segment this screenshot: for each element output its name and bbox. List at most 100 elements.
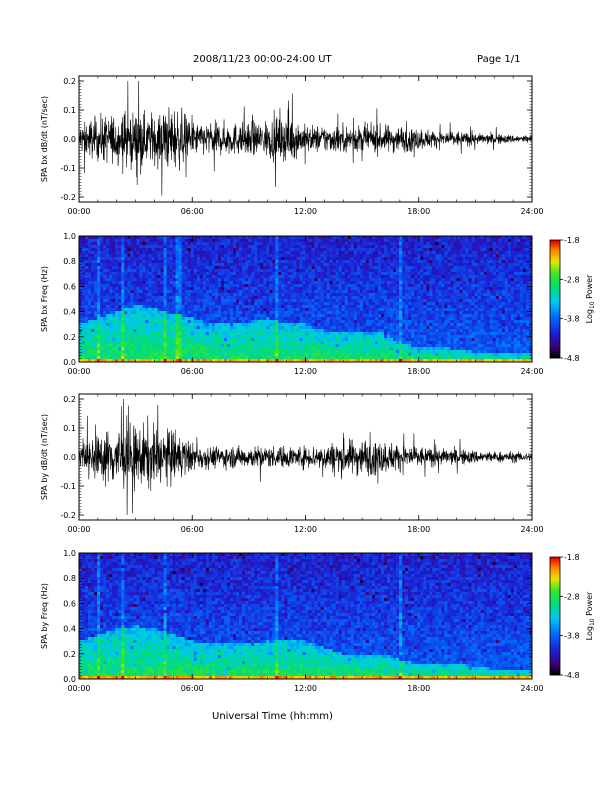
heatmap-cell bbox=[220, 314, 225, 318]
heatmap-cell bbox=[350, 272, 355, 276]
heatmap-cell bbox=[266, 317, 270, 321]
heatmap-cell bbox=[329, 344, 333, 348]
heatmap-cell bbox=[296, 239, 300, 243]
heatmap-cell bbox=[314, 320, 318, 324]
heatmap-cell bbox=[332, 257, 336, 261]
heatmap-cell bbox=[417, 299, 421, 303]
heatmap-cell bbox=[317, 344, 321, 348]
heatmap-cell bbox=[405, 308, 409, 312]
heatmap-cell bbox=[254, 278, 258, 282]
heatmap-cell bbox=[85, 347, 89, 351]
heatmap-cell bbox=[172, 359, 176, 363]
heatmap-cell bbox=[396, 254, 400, 258]
heatmap-cell bbox=[145, 314, 149, 318]
heatmap-cell bbox=[414, 326, 418, 330]
heatmap-cell bbox=[169, 245, 173, 249]
heatmap-cell bbox=[175, 311, 179, 315]
heatmap-cell bbox=[157, 254, 161, 258]
heatmap-cell bbox=[223, 305, 228, 309]
heatmap-cell bbox=[97, 293, 101, 297]
heatmap-cell bbox=[202, 275, 207, 279]
heatmap-cell bbox=[390, 308, 394, 312]
heatmap-cell bbox=[233, 317, 237, 321]
heatmap-cell bbox=[374, 356, 379, 360]
heatmap-cell bbox=[226, 302, 231, 306]
heatmap-cell bbox=[220, 272, 225, 276]
heatmap-cell bbox=[208, 323, 213, 327]
heatmap-cell bbox=[230, 248, 234, 252]
heatmap-cell bbox=[239, 263, 243, 267]
heatmap-cell bbox=[118, 248, 122, 252]
heatmap-cell bbox=[350, 308, 355, 312]
heatmap-cell bbox=[263, 242, 267, 246]
heatmap-cell bbox=[377, 293, 382, 297]
heatmap-cell bbox=[368, 245, 373, 249]
heatmap-cell bbox=[178, 245, 182, 249]
heatmap-cell bbox=[199, 278, 204, 282]
heatmap-cell bbox=[356, 269, 361, 273]
heatmap-cell bbox=[411, 341, 415, 345]
heatmap-cell bbox=[299, 281, 303, 285]
heatmap-cell bbox=[266, 329, 270, 333]
heatmap-cell bbox=[196, 272, 201, 276]
heatmap-cell bbox=[91, 284, 95, 288]
heatmap-cell bbox=[257, 290, 261, 294]
heatmap-cell bbox=[82, 320, 86, 324]
heatmap-cell bbox=[272, 260, 276, 264]
heatmap-cell bbox=[181, 260, 185, 264]
heatmap-cell bbox=[254, 293, 258, 297]
heatmap-cell bbox=[423, 335, 427, 339]
heatmap-cell bbox=[239, 356, 243, 360]
heatmap-cell bbox=[151, 284, 155, 288]
heatmap-cell bbox=[420, 281, 424, 285]
heatmap-cell bbox=[269, 317, 273, 321]
heatmap-cell bbox=[332, 266, 336, 270]
heatmap-cell bbox=[308, 359, 312, 363]
heatmap-cell bbox=[130, 308, 134, 312]
heatmap-cell bbox=[94, 287, 98, 291]
heatmap-cell bbox=[374, 317, 379, 321]
heatmap-cell bbox=[362, 236, 367, 240]
heatmap-cell bbox=[199, 320, 204, 324]
heatmap-cell bbox=[272, 338, 276, 342]
heatmap-cell bbox=[384, 254, 388, 258]
heatmap-cell bbox=[220, 248, 225, 252]
heatmap-cell bbox=[163, 353, 167, 357]
heatmap-cell bbox=[79, 353, 83, 357]
heatmap-cell bbox=[142, 338, 146, 342]
heatmap-cell bbox=[408, 299, 412, 303]
heatmap-cell bbox=[399, 290, 403, 294]
heatmap-cell bbox=[142, 320, 146, 324]
heatmap-cell bbox=[175, 260, 179, 264]
heatmap-cell bbox=[414, 359, 418, 363]
heatmap-cell bbox=[278, 323, 282, 327]
heatmap-cell bbox=[239, 314, 243, 318]
heatmap-cell bbox=[157, 296, 161, 300]
heatmap-cell bbox=[199, 356, 204, 360]
heatmap-cell bbox=[239, 278, 243, 282]
heatmap-cell bbox=[353, 299, 358, 303]
heatmap-cell bbox=[317, 305, 321, 309]
heatmap-cell bbox=[281, 332, 285, 336]
heatmap-cell bbox=[233, 350, 237, 354]
heatmap-cell bbox=[133, 281, 137, 285]
heatmap-cell bbox=[139, 359, 143, 363]
heatmap-cell bbox=[154, 281, 158, 285]
heatmap-cell bbox=[269, 287, 273, 291]
heatmap-cell bbox=[311, 254, 315, 258]
heatmap-cell bbox=[178, 347, 182, 351]
heatmap-cell bbox=[402, 359, 406, 363]
heatmap-cell bbox=[332, 290, 336, 294]
heatmap-cell bbox=[106, 278, 110, 282]
heatmap-cell bbox=[341, 323, 346, 327]
heatmap-cell bbox=[275, 302, 279, 306]
heatmap-cell bbox=[91, 323, 95, 327]
heatmap-cell bbox=[91, 236, 95, 240]
heatmap-cell bbox=[205, 314, 210, 318]
heatmap-cell bbox=[91, 278, 95, 282]
heatmap-cell bbox=[193, 293, 198, 297]
heatmap-cell bbox=[169, 290, 173, 294]
heatmap-cell bbox=[142, 275, 146, 279]
heatmap-cell bbox=[377, 284, 382, 288]
heatmap-cell bbox=[329, 245, 333, 249]
